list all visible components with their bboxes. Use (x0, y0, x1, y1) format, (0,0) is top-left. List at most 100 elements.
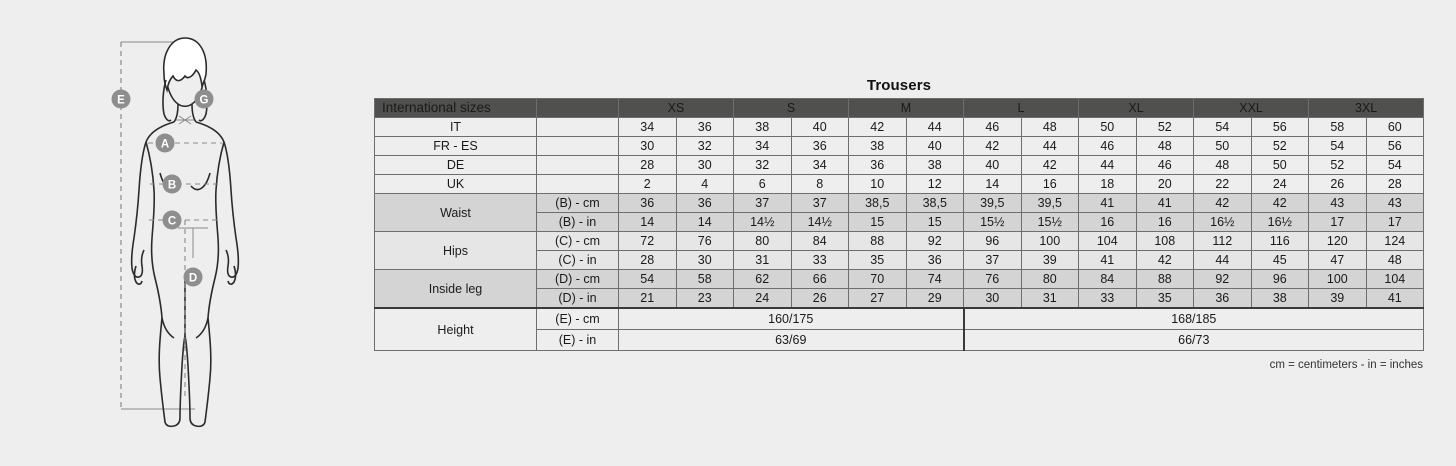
table-row: Hips (C) - cm 72 76 80 84 88 92 96 100 104 108 112 11… (374, 231, 1425, 270)
data-cell: 76 (675, 231, 734, 251)
data-cell: 30 (618, 136, 677, 156)
data-cell: 47 (1308, 250, 1367, 270)
data-cell: 14½ (733, 212, 792, 232)
marker-C: C (162, 210, 182, 230)
data-cell: 48 (1020, 117, 1080, 137)
data-cell: 36 (618, 193, 677, 213)
header-size-xl: XL (1078, 98, 1195, 118)
body-outline (130, 37, 240, 428)
data-cell: 4 (675, 174, 734, 194)
data-cell: 6 (733, 174, 792, 194)
table-row: Waist (B) - cm 36 36 37 37 38,5 38,5 39,5 39,5 41 4… (374, 193, 1425, 232)
data-cell: 84 (1078, 269, 1137, 289)
data-cell: 45 (1250, 250, 1310, 270)
data-cell: 21 (618, 288, 677, 309)
header-size-s: S (733, 98, 849, 118)
data-cell: 32 (733, 155, 792, 175)
data-cell: 16 (1135, 212, 1195, 232)
data-cell: 52 (1250, 136, 1310, 156)
data-cell: 42 (1250, 193, 1310, 213)
row-label: Height (374, 307, 537, 351)
row-sublabel (536, 117, 619, 137)
data-cell: 58 (1308, 117, 1367, 137)
height-dimension-line (120, 41, 195, 410)
data-cell: 40 (963, 155, 1022, 175)
data-cell: 46 (1135, 155, 1195, 175)
data-cell: 26 (1308, 174, 1367, 194)
data-cell: 116 (1250, 231, 1310, 251)
female-body-measurement-diagram: E G A B C D (111, 37, 240, 428)
data-cell: 92 (1193, 269, 1252, 289)
row-label: UK (374, 174, 537, 194)
data-cell: 23 (675, 288, 734, 309)
data-cell: 124 (1365, 231, 1425, 251)
marker-D: D (183, 267, 203, 287)
data-cell: 40 (905, 136, 965, 156)
header-size-3xl: 3XL (1308, 98, 1425, 118)
table-row: IT 34 36 38 40 42 44 46 48 50 52 54 56 58 60 (374, 117, 1425, 137)
row-sublabel: (C) - in (536, 250, 619, 270)
data-cell: 16 (1020, 174, 1080, 194)
row-label: FR - ES (374, 136, 537, 156)
data-cell: 24 (733, 288, 792, 309)
data-cell: 50 (1078, 117, 1137, 137)
data-cell: 38 (1250, 288, 1310, 309)
neck-tick (176, 115, 194, 125)
table-row: UK 2 4 6 8 10 12 14 16 18 20 22 24 26 28 (374, 174, 1425, 194)
data-cell: 38 (733, 117, 792, 137)
row-label: DE (374, 155, 537, 175)
data-cell: 104 (1365, 269, 1425, 289)
svg-text:D: D (189, 273, 197, 285)
data-cell: 28 (618, 155, 677, 175)
data-cell: 88 (848, 231, 907, 251)
marker-G: G (194, 89, 214, 109)
marker-A: A (155, 133, 175, 153)
data-cell: 30 (963, 288, 1022, 309)
data-cell: 34 (733, 136, 792, 156)
data-cell: 28 (1365, 174, 1425, 194)
data-cell: 42 (1020, 155, 1080, 175)
data-cell: 88 (1135, 269, 1195, 289)
data-cell: 18 (1078, 174, 1137, 194)
data-cell: 17 (1308, 212, 1367, 232)
row-sublabel: (D) - in (536, 288, 619, 309)
data-cell: 35 (1135, 288, 1195, 309)
data-cell: 42 (963, 136, 1022, 156)
data-cell: 36 (848, 155, 907, 175)
body-diagram-panel: E G A B C D (100, 28, 270, 438)
data-cell: 40 (790, 117, 849, 137)
data-cell: 50 (1250, 155, 1310, 175)
data-cell: 33 (1078, 288, 1137, 309)
data-cell: 15 (905, 212, 965, 232)
data-cell: 56 (1365, 136, 1425, 156)
size-chart-area: Trousers International sizes XS S M L XL XXL 3X… (374, 76, 1425, 371)
row-label: IT (374, 117, 537, 137)
data-cell: 54 (1308, 136, 1367, 156)
data-cell: 14½ (790, 212, 849, 232)
data-cell: 58 (675, 269, 734, 289)
data-cell: 80 (733, 231, 792, 251)
table-row-height: (E) - in 63/69 66/73 (375, 329, 1425, 351)
data-cell: 31 (1020, 288, 1080, 309)
data-cell: 35 (848, 250, 907, 270)
data-cell: 108 (1135, 231, 1195, 251)
data-cell: 43 (1365, 193, 1425, 213)
data-cell: 44 (1193, 250, 1252, 270)
data-cell: 42 (848, 117, 907, 137)
row-label: Waist (374, 193, 537, 232)
data-cell: 52 (1135, 117, 1195, 137)
data-cell: 31 (733, 250, 792, 270)
data-cell: 28 (618, 250, 677, 270)
header-measure-unit-blank (536, 98, 619, 118)
table-row: FR - ES 30 32 34 36 38 40 42 44 46 48 50 52 54 56 (374, 136, 1425, 156)
table-body: IT 34 36 38 40 42 44 46 48 50 52 54 56 58 60 FR - ES 30 3… (374, 117, 1425, 351)
data-cell: 80 (1020, 269, 1080, 289)
row-sublabel: (B) - in (536, 212, 619, 232)
data-cell: 22 (1193, 174, 1252, 194)
data-cell: 10 (848, 174, 907, 194)
data-cell: 36 (1193, 288, 1252, 309)
data-cell: 84 (790, 231, 849, 251)
header-size-xxl: XXL (1193, 98, 1310, 118)
header-size-m: M (847, 98, 965, 118)
table-row-height: Height (E) - cm 160/175 168/185 (374, 307, 1425, 351)
